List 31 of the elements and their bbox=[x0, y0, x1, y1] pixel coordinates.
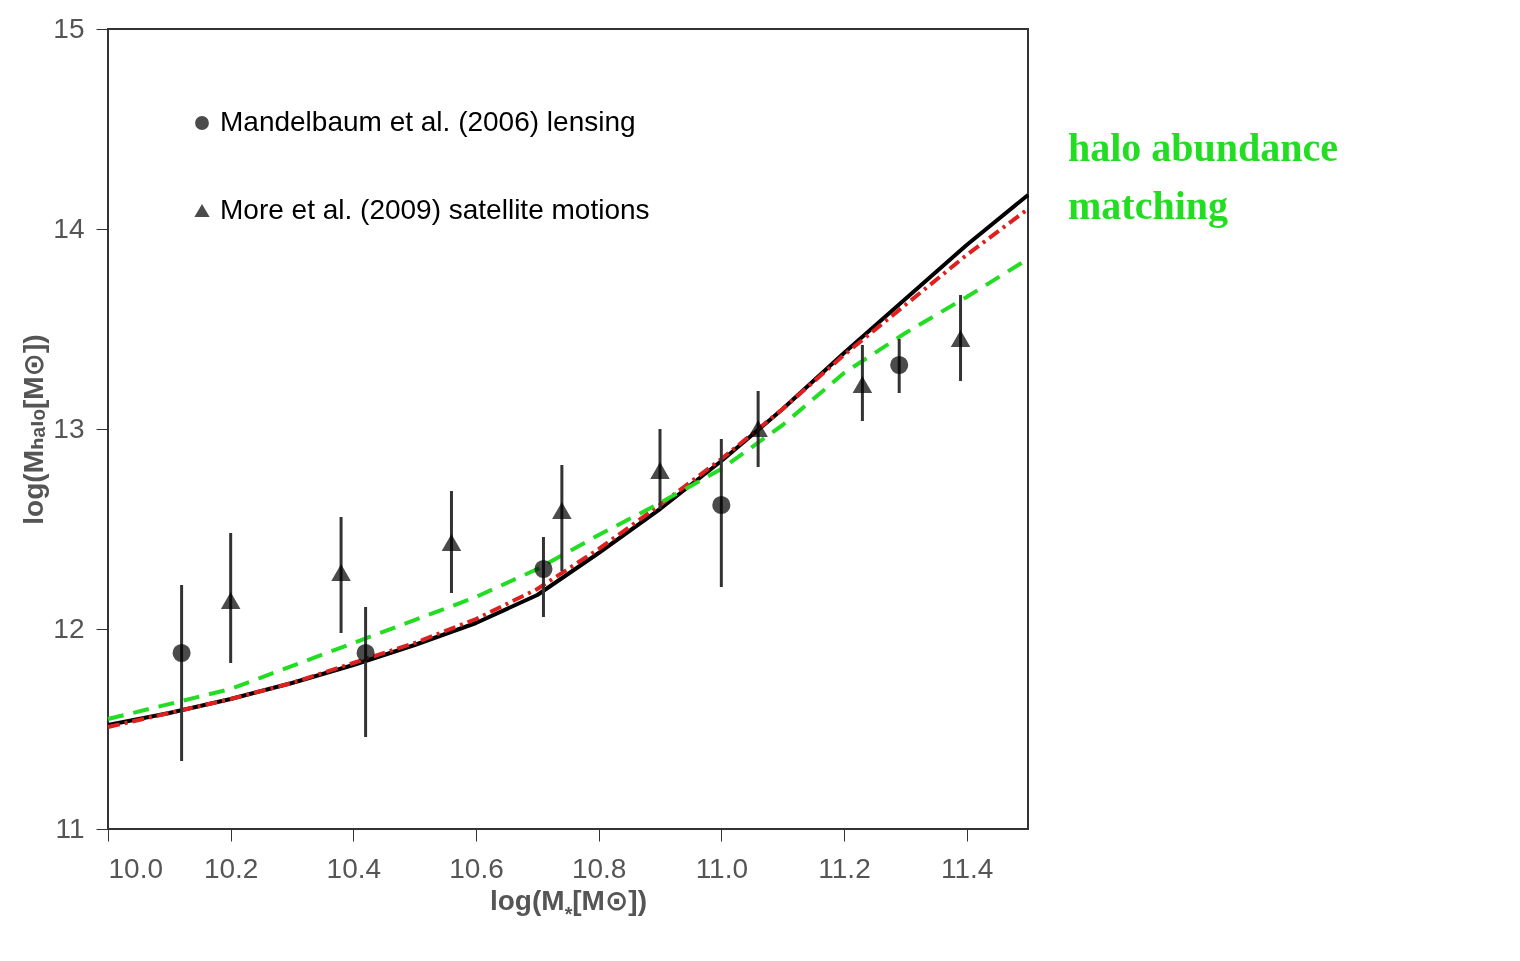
x-tick-label: 10.6 bbox=[449, 852, 504, 884]
point bbox=[356, 643, 375, 663]
point bbox=[172, 643, 191, 663]
point bbox=[951, 331, 970, 347]
x-tick-label: 11.0 bbox=[695, 852, 749, 884]
point bbox=[552, 503, 571, 519]
point bbox=[221, 593, 240, 609]
point bbox=[332, 565, 351, 581]
x-tick-label: 10.4 bbox=[326, 852, 382, 884]
legend-label: Mandelbaum et al. (2006) lensing bbox=[220, 106, 636, 137]
y-tick-label: 14 bbox=[53, 212, 85, 244]
point bbox=[749, 421, 768, 437]
x-tick-label: 11.4 bbox=[940, 852, 994, 884]
y-tick-label: 12 bbox=[53, 612, 85, 644]
legend-label: More et al. (2009) satellite motions bbox=[220, 194, 650, 225]
point bbox=[650, 463, 670, 479]
x-tick-label: 11.2 bbox=[818, 852, 871, 884]
x-axis-title: log(M$_{*}$[M⊙]) bbox=[489, 884, 648, 925]
y-tick-label: 11 bbox=[55, 812, 85, 844]
point bbox=[442, 535, 461, 551]
x-tick-label: 10.0 bbox=[108, 852, 163, 884]
point bbox=[853, 377, 872, 393]
x-tick-label: 10.8 bbox=[571, 852, 627, 884]
point bbox=[890, 355, 909, 375]
point bbox=[712, 495, 731, 515]
y-tick-label: 15 bbox=[53, 12, 85, 44]
y-tick-label: 13 bbox=[53, 412, 85, 444]
series-label: halo abundance matching bbox=[1068, 125, 1339, 228]
x-tick-label: 10.2 bbox=[203, 852, 259, 884]
y-axis-title: log(Mₕₐₗₒ[M⊙]) bbox=[18, 334, 50, 525]
point bbox=[534, 559, 553, 579]
